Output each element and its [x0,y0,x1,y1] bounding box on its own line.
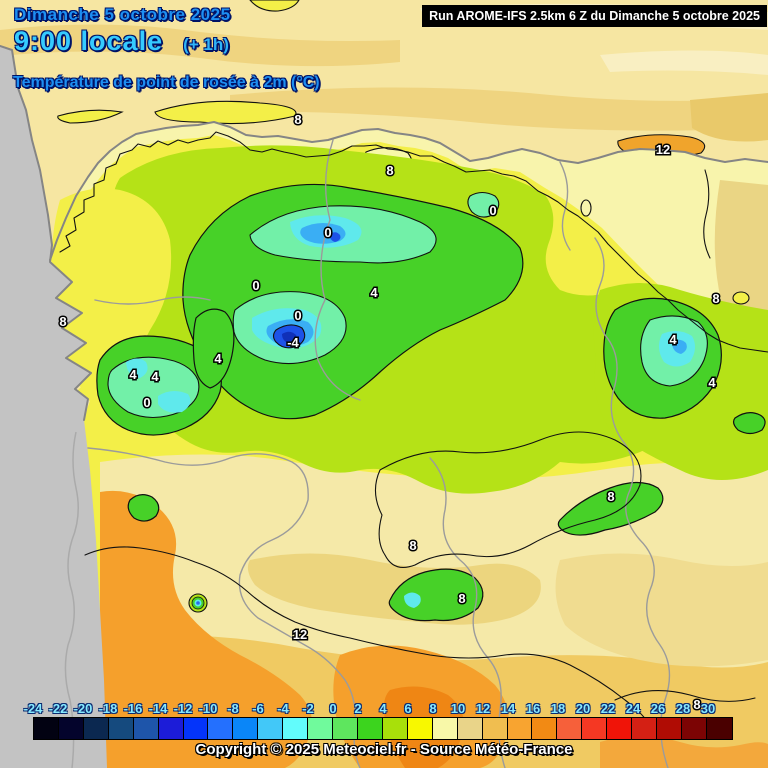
color-swatch [557,718,583,739]
contour-value-label: -4 [287,335,299,350]
admin-borders-layer [87,139,671,768]
color-scale-tick: 28 [675,701,691,716]
contour-value-label: 0 [252,278,259,293]
parameter-title: Température de point de rosée à 2m (°C) [13,74,320,91]
contour-value-label: 4 [708,375,716,390]
color-scale-bar [33,717,733,740]
color-swatch [632,718,658,739]
color-swatch [657,718,682,739]
color-scale-tick: -14 [148,701,168,716]
color-swatch [308,718,334,739]
cold-core-layer [126,215,696,613]
color-swatch [706,718,732,739]
color-swatch [133,718,159,739]
color-scale-tick: -8 [227,701,239,716]
color-swatch [233,718,259,739]
color-swatch [607,718,633,739]
date-label: Dimanche 5 octobre 2025 [14,5,231,24]
contour-value-label: 12 [656,142,670,157]
color-swatch [432,718,458,739]
contour-value-label: 4 [129,367,137,382]
color-swatch [357,718,383,739]
contour-value-label: 4 [151,369,159,384]
color-swatch [407,718,433,739]
contour-value-label: 8 [59,314,66,329]
contour-value-label: 0 [489,203,496,218]
time-label: 9:00 locale [14,25,164,56]
color-swatch [681,718,707,739]
color-swatch [507,718,533,739]
color-scale-tick: 0 [329,701,337,716]
color-scale-tick: -24 [23,701,43,716]
color-scale-tick: -18 [98,701,118,716]
color-swatch [34,718,59,739]
color-swatch [333,718,358,739]
sea-layer [0,0,768,412]
coastline-layer [49,121,768,261]
color-scale-tick: -4 [277,701,289,716]
contour-value-label: 12 [293,627,307,642]
model-run-label: Run AROME-IFS 2.5km 6 Z du Dimanche 5 oc… [422,5,767,27]
color-scale-tick: -2 [302,701,314,716]
contour-value-label: 8 [294,112,301,127]
color-scale-tick: -12 [173,701,193,716]
color-scale-tick: 2 [354,701,362,716]
header-block: Dimanche 5 octobre 2025 9:00 locale (+ 1… [14,5,231,56]
color-scale-tick: 30 [700,701,716,716]
color-scale-tick: 18 [550,701,566,716]
contour-value-label: 4 [214,351,222,366]
copyright-label: Copyright © 2025 Meteociel.fr - Source M… [195,741,573,758]
color-swatch [108,718,134,739]
contour-value-label: 8 [712,291,719,306]
color-swatch [83,718,109,739]
color-scale-tick: 12 [475,701,491,716]
color-swatch [382,718,408,739]
color-swatch [532,718,558,739]
color-swatch [158,718,184,739]
color-swatch [457,718,483,739]
color-scale-tick: 6 [404,701,412,716]
color-swatch [582,718,608,739]
color-scale-tick: -22 [48,701,68,716]
color-scale-tick: -20 [73,701,93,716]
contour-value-label: 8 [386,163,393,178]
color-swatch [482,718,508,739]
color-scale-tick: -10 [198,701,218,716]
contour-value-label: 8 [607,489,614,504]
contour-value-label: 8 [458,591,465,606]
color-scale-tick: 14 [500,701,516,716]
color-swatch [183,718,209,739]
contour-value-label: 8 [409,538,416,553]
color-swatch [283,718,309,739]
color-scale-tick: -6 [252,701,264,716]
contour-value-label: 8 [693,697,700,712]
contour-value-label: 0 [324,225,331,240]
color-scale-tick: -16 [123,701,143,716]
color-scale-tick: 10 [450,701,466,716]
color-swatch [258,718,284,739]
color-scale: -24 -22 -20 -18 -16 -14 -12 -10 -8 -6 -4 -2 0 2 4 6 8 10 1… [24,701,735,740]
color-scale-tick: 26 [650,701,666,716]
color-scale-tick: 24 [625,701,641,716]
contour-lines-layer [59,131,768,733]
contour-value-label: 4 [370,285,378,300]
utc-offset-label: (+ 1h) [183,34,229,54]
color-scale-tick: 4 [379,701,387,716]
color-scale-tick: 20 [575,701,591,716]
color-scale-tick: 22 [600,701,616,716]
color-scale-ticks: -24 -22 -20 -18 -16 -14 -12 -10 -8 -6 -4 -2 0 2 4 6 8 10 1… [24,701,735,717]
out-of-domain-layer [0,45,107,768]
color-swatch [58,718,84,739]
color-scale-tick: 16 [525,701,541,716]
contour-value-label: 0 [143,395,150,410]
contour-value-label: 0 [294,308,301,323]
color-scale-tick: 8 [429,701,437,716]
color-swatch [208,718,234,739]
contour-value-label: 4 [669,332,677,347]
